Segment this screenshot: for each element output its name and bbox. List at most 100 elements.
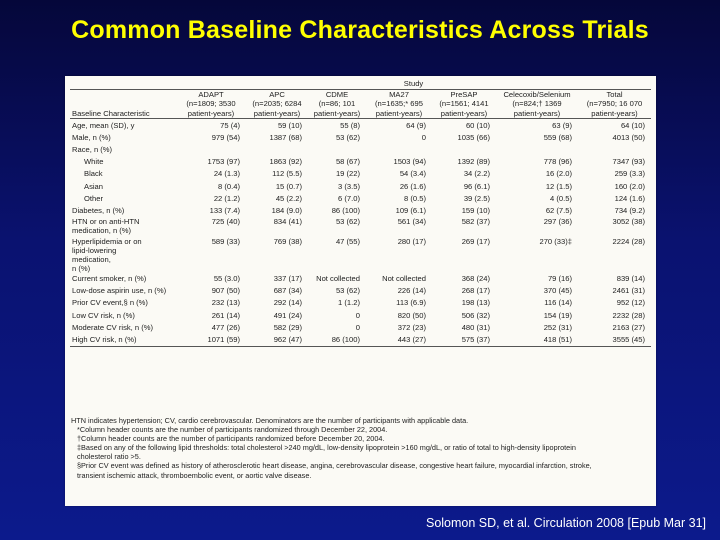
- column-header: Celecoxib/Selenium (n=824;† 1369 patient-y…: [496, 89, 578, 119]
- table-cell: 124 (1.6): [614, 193, 646, 203]
- column-header-line: CDME: [325, 89, 349, 99]
- table-cell: [578, 143, 651, 155]
- table-cell: 480 (31): [461, 322, 490, 332]
- baseline-table: Study Baseline Characteristic ADAPT (n=180…: [70, 79, 652, 347]
- row-label-line: medication,: [72, 254, 111, 264]
- table-row: Moderate CV risk, n (%) 477 (26) 582 (29) 0…: [70, 321, 651, 333]
- table-cell: 370 (45): [543, 286, 572, 296]
- table-cell: 1387 (68): [269, 132, 302, 142]
- table-cell: 1503 (94): [393, 157, 426, 167]
- table-cell: 297 (36): [543, 216, 572, 226]
- table-cell: 2224 (28): [612, 236, 646, 246]
- table-row: Low CV risk, n (%) 261 (14) 491 (24) 0 820 (…: [70, 309, 651, 321]
- table-cell: 2163 (27): [612, 322, 646, 332]
- table-row: Hyperlipidemia or on lipid-lowering medica…: [70, 237, 651, 273]
- table-cell: 769 (38): [273, 236, 302, 246]
- row-label: Low-dose aspirin use, n (%): [72, 286, 167, 296]
- row-label: Black: [84, 169, 103, 179]
- table-cell: 159 (10): [461, 205, 490, 215]
- table-row: Race, n (%): [70, 143, 651, 155]
- table-cell: 952 (12): [616, 298, 646, 308]
- table-cell: 368 (24): [461, 274, 490, 284]
- table-row: Prior CV event,§ n (%) 232 (13) 292 (14) 1 …: [70, 297, 651, 309]
- table-cell: 582 (29): [273, 322, 302, 332]
- footnote-line: *Column header counts are the number of …: [77, 425, 388, 435]
- table-cell: 418 (51): [496, 333, 578, 347]
- row-label: White: [84, 157, 104, 167]
- table-cell: 1392 (89): [457, 157, 490, 167]
- row-label: Current smoker, n (%): [72, 274, 147, 284]
- table-cell: 820 (50): [397, 310, 426, 320]
- table-cell: 6 (7.0): [338, 193, 360, 203]
- table-row: Diabetes, n (%) 133 (7.4) 184 (9.0) 86 (100…: [70, 204, 651, 216]
- column-header-line: PreSAP: [450, 89, 478, 99]
- table-cell: 22 (1.2): [213, 193, 240, 203]
- study-header: Study: [176, 79, 652, 90]
- table-cell: 34 (2.2): [463, 169, 490, 179]
- baseline-table-image: Study Baseline Characteristic ADAPT (n=180…: [65, 76, 656, 506]
- table-cell: 55 (3.0): [213, 274, 240, 284]
- table-row: HTN or on anti-HTN medication, n (%) 725 (…: [70, 217, 651, 237]
- table-cell: 2232 (28): [612, 310, 646, 320]
- column-header-line: patient-years): [187, 108, 235, 118]
- column-header-line: patient-years): [313, 108, 361, 118]
- table-cell: Not collected: [382, 274, 426, 284]
- column-header-line: Celecoxib/Selenium: [503, 89, 571, 99]
- column-header-line: patient-years): [440, 108, 488, 118]
- table-cell: [432, 143, 496, 155]
- table-cell: 75 (4): [220, 120, 240, 130]
- table-cell: 45 (2.2): [275, 193, 302, 203]
- table-cell: 86 (100): [331, 205, 360, 215]
- table-row: Current smoker, n (%) 55 (3.0) 337 (17) Not…: [70, 273, 651, 285]
- column-header-line: MA27: [389, 89, 409, 99]
- footnote-line: ‡Based on any of the following lipid thr…: [77, 443, 576, 453]
- column-header-line: (n=1809; 3530: [186, 99, 236, 108]
- column-header: MA27 (n=1635;* 695 patient-years): [366, 89, 432, 119]
- table-cell: Not collected: [316, 274, 360, 284]
- table-cell: 4013 (50): [612, 132, 646, 142]
- table-cell: 184 (9.0): [271, 205, 302, 215]
- column-header-line: patient-years): [253, 108, 301, 118]
- table-cell: 47 (55): [335, 236, 360, 246]
- table-cell: 133 (7.4): [209, 205, 240, 215]
- column-header-line: patient-years): [513, 108, 561, 118]
- table-cell: 8 (0.5): [404, 193, 426, 203]
- table-row: White 1753 (97) 1863 (92) 58 (67) 1503 (94) 1…: [70, 156, 651, 168]
- column-header: Total (n=7950; 16 070 patient-years): [578, 89, 652, 119]
- column-header-line: (n=86; 101: [318, 99, 356, 108]
- table-cell: 1 (1.2): [338, 298, 360, 308]
- table-cell: 112 (5.5): [272, 169, 302, 179]
- table-cell: 4 (0.5): [550, 193, 572, 203]
- column-header-baseline-characteristic: Baseline Characteristic: [70, 89, 176, 119]
- table-footnotes: HTN indicates hypertension; CV, cardio c…: [71, 416, 651, 480]
- table-cell: 53 (62): [335, 132, 360, 142]
- table-cell: 15 (0.7): [275, 181, 302, 191]
- column-header: ADAPT (n=1809; 3530 patient-years): [176, 89, 246, 119]
- footnote-line: cholesterol ratio >5.: [77, 452, 141, 462]
- table-cell: 60 (10): [465, 120, 490, 130]
- row-label-line: Hyperlipidemia or on: [72, 236, 142, 246]
- table-cell: 252 (31): [543, 322, 572, 332]
- table-cell: 589 (33): [211, 236, 240, 246]
- row-label: Moderate CV risk, n (%): [72, 322, 154, 332]
- table-cell: 687 (34): [273, 286, 302, 296]
- table-cell: 3555 (45): [578, 333, 652, 347]
- table-cell: 907 (50): [211, 286, 240, 296]
- column-header: PreSAP (n=1561; 4141 patient-years): [432, 89, 496, 119]
- table-cell: 96 (6.1): [463, 181, 490, 191]
- table-cell: 58 (67): [335, 157, 360, 167]
- table-cell: 962 (47): [246, 333, 308, 347]
- table-cell: 292 (14): [273, 298, 302, 308]
- row-label: Hyperlipidemia or on lipid-lowering medica…: [70, 237, 176, 273]
- footnote-line: †Column header counts are the number of …: [77, 434, 385, 444]
- table-cell: 575 (37): [432, 333, 496, 347]
- table-cell: [308, 143, 366, 155]
- column-header-line: ADAPT: [198, 89, 224, 99]
- table-cell: 1035 (66): [457, 132, 490, 142]
- table-cell: 79 (16): [547, 274, 572, 284]
- table-cell: 160 (2.0): [614, 181, 646, 191]
- table-row: Black 24 (1.3) 112 (5.5) 19 (22) 54 (3.4) 34 …: [70, 168, 651, 180]
- table-cell: 39 (2.5): [463, 193, 490, 203]
- table-cell: 261 (14): [211, 310, 240, 320]
- table-row: Age, mean (SD), y 75 (4) 59 (10) 55 (8) 64 (…: [70, 119, 651, 132]
